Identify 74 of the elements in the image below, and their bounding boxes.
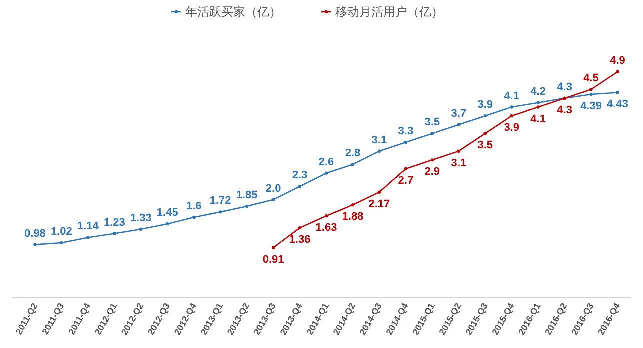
data-label: 4.5 xyxy=(584,72,599,85)
data-label: 4.3 xyxy=(557,81,572,94)
point xyxy=(272,246,276,250)
point xyxy=(430,132,434,136)
point xyxy=(298,185,302,188)
data-label: 3.3 xyxy=(398,126,414,138)
data-label: 4.3 xyxy=(557,104,572,116)
data-label: 4.2 xyxy=(530,86,546,98)
data-label: 2.8 xyxy=(345,148,361,160)
data-label: 1.72 xyxy=(210,195,232,208)
point xyxy=(484,114,487,118)
data-label: 1.36 xyxy=(289,234,311,246)
point xyxy=(457,150,460,153)
data-label: 0.98 xyxy=(24,228,46,240)
data-label: 1.02 xyxy=(51,226,72,238)
point xyxy=(590,92,593,96)
point xyxy=(34,243,37,246)
data-label: 3.1 xyxy=(372,134,388,146)
point xyxy=(510,106,514,109)
point xyxy=(590,88,593,92)
data-label: 1.23 xyxy=(104,216,126,229)
data-label: 1.14 xyxy=(77,220,100,233)
data-label: 2.9 xyxy=(424,166,440,178)
data-label: 3.5 xyxy=(478,140,494,152)
data-label: 2.17 xyxy=(368,198,390,210)
data-label: 4.1 xyxy=(504,90,520,102)
data-label: 1.45 xyxy=(156,207,178,220)
point xyxy=(245,204,249,208)
data-label: 2.6 xyxy=(318,156,334,168)
point xyxy=(324,172,328,175)
data-label: 1.85 xyxy=(236,189,258,202)
data-label: 1.88 xyxy=(342,211,364,224)
data-label: 4.43 xyxy=(607,98,628,111)
data-label: 4.9 xyxy=(610,55,626,67)
point xyxy=(60,241,64,245)
data-label: 1.6 xyxy=(186,200,202,212)
legend-label: 年活跃买家（亿） xyxy=(186,5,282,20)
point xyxy=(616,70,620,74)
data-label: 0.91 xyxy=(262,254,284,266)
point xyxy=(536,106,540,109)
point xyxy=(218,210,222,214)
point xyxy=(324,214,328,218)
point xyxy=(616,91,620,94)
point xyxy=(457,123,460,126)
point xyxy=(536,101,540,104)
point xyxy=(378,150,382,153)
point xyxy=(510,114,514,118)
data-label: 3.9 xyxy=(478,99,494,112)
data-label: 4.39 xyxy=(580,100,602,112)
legend-label: 移动月活用户（亿） xyxy=(336,5,444,20)
data-label: 3.9 xyxy=(504,122,520,134)
point xyxy=(351,204,355,207)
data-label: 2.7 xyxy=(398,174,414,187)
point xyxy=(86,236,90,240)
point xyxy=(166,222,170,226)
point xyxy=(404,140,408,144)
data-label: 1.33 xyxy=(130,212,152,224)
point xyxy=(140,228,143,231)
data-label: 3.5 xyxy=(424,116,440,129)
point xyxy=(113,232,116,236)
data-label: 4.1 xyxy=(530,113,546,126)
point xyxy=(484,132,487,136)
data-label: 1.63 xyxy=(316,222,338,234)
data-label: 3.7 xyxy=(451,108,467,120)
point xyxy=(404,167,408,171)
point xyxy=(192,216,196,220)
point xyxy=(298,226,302,230)
point xyxy=(378,190,382,194)
data-label: 2.3 xyxy=(292,170,308,182)
point xyxy=(351,162,355,166)
point xyxy=(430,158,434,162)
data-label: 2.0 xyxy=(266,182,282,195)
data-label: 3.1 xyxy=(451,157,467,170)
point xyxy=(272,198,276,202)
